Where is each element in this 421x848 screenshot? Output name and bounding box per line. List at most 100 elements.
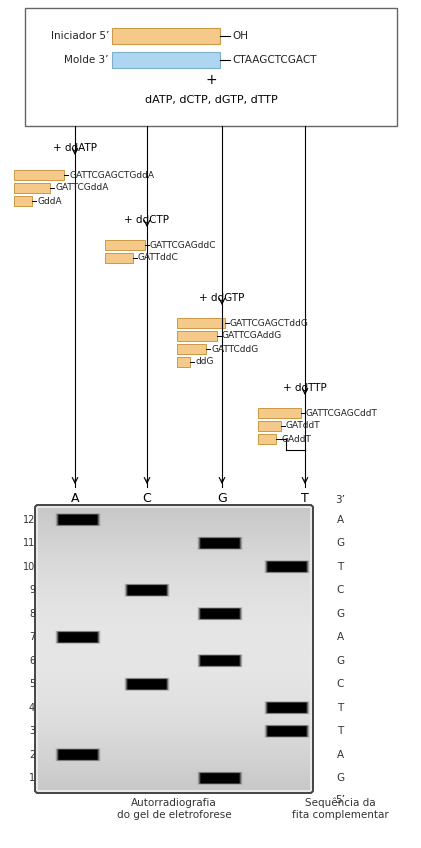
FancyBboxPatch shape (125, 583, 170, 597)
FancyBboxPatch shape (25, 8, 397, 126)
Bar (38, 780, 310, 781)
Bar (38, 687, 310, 688)
Bar (38, 596, 310, 597)
Bar (38, 656, 310, 657)
Bar (38, 640, 310, 641)
Bar (38, 525, 310, 526)
Bar (38, 547, 310, 548)
Text: GATTCGAGCTddG: GATTCGAGCTddG (230, 319, 309, 327)
FancyBboxPatch shape (112, 52, 220, 68)
Bar (38, 775, 310, 776)
FancyBboxPatch shape (59, 750, 98, 760)
Text: Sequência da: Sequência da (305, 798, 375, 808)
Bar (38, 597, 310, 598)
Bar (38, 695, 310, 696)
Bar (38, 661, 310, 662)
Text: A: A (71, 492, 79, 505)
Bar (38, 659, 310, 660)
Bar (38, 619, 310, 620)
Bar (38, 638, 310, 639)
Bar (38, 517, 310, 518)
Bar (38, 511, 310, 512)
FancyBboxPatch shape (56, 749, 99, 761)
Bar (38, 735, 310, 736)
Bar (38, 557, 310, 558)
Bar (38, 760, 310, 761)
Bar (38, 730, 310, 731)
Text: 4: 4 (29, 703, 35, 713)
Bar (38, 556, 310, 557)
FancyBboxPatch shape (177, 344, 206, 354)
Bar (38, 508, 310, 509)
Bar (38, 776, 310, 777)
Text: 10: 10 (23, 561, 35, 572)
Bar (38, 582, 310, 583)
Bar (38, 515, 310, 516)
Bar (38, 759, 310, 760)
Bar (38, 519, 310, 520)
Text: A: A (336, 750, 344, 760)
FancyBboxPatch shape (264, 725, 309, 738)
Bar (38, 523, 310, 524)
Bar (38, 703, 310, 704)
Bar (38, 712, 310, 713)
Bar (38, 518, 310, 519)
Bar (38, 570, 310, 571)
Bar (38, 602, 310, 603)
Bar (38, 664, 310, 665)
Bar (38, 590, 310, 591)
Bar (38, 753, 310, 754)
Bar (38, 743, 310, 744)
Text: do gel de eletroforese: do gel de eletroforese (117, 810, 231, 820)
Bar (38, 568, 310, 569)
Bar (38, 633, 310, 634)
Bar (38, 725, 310, 726)
Bar (38, 698, 310, 699)
Bar (38, 772, 310, 773)
Bar (38, 577, 310, 578)
FancyBboxPatch shape (58, 514, 99, 525)
Bar (38, 634, 310, 635)
Text: + ddGTP: + ddGTP (199, 293, 245, 303)
Bar (38, 561, 310, 562)
Text: OH: OH (232, 31, 248, 41)
Bar (38, 758, 310, 759)
Bar (38, 578, 310, 579)
Bar (38, 512, 310, 513)
Text: GATTCddG: GATTCddG (211, 344, 258, 354)
FancyBboxPatch shape (198, 655, 242, 667)
Bar (38, 785, 310, 786)
Bar (38, 521, 310, 522)
Bar (38, 613, 310, 614)
Bar (38, 763, 310, 764)
Bar (38, 696, 310, 697)
Bar (38, 747, 310, 748)
Bar (38, 782, 310, 783)
Bar (38, 757, 310, 758)
Bar (38, 663, 310, 664)
FancyBboxPatch shape (266, 561, 307, 572)
Bar (38, 600, 310, 601)
Bar (38, 666, 310, 667)
Bar (38, 660, 310, 661)
Bar (38, 516, 310, 517)
Bar (38, 700, 310, 701)
Bar (38, 618, 310, 619)
FancyBboxPatch shape (125, 678, 168, 690)
Bar (38, 668, 310, 669)
Bar (38, 624, 310, 625)
Bar (38, 632, 310, 633)
FancyBboxPatch shape (56, 631, 101, 644)
Bar (38, 732, 310, 733)
Bar (38, 721, 310, 722)
FancyBboxPatch shape (105, 240, 145, 250)
Bar (38, 559, 310, 560)
FancyBboxPatch shape (258, 434, 276, 444)
Text: G: G (336, 656, 344, 666)
Bar (38, 762, 310, 763)
Text: CTAAGCTCGACT: CTAAGCTCGACT (232, 55, 317, 65)
Bar (38, 673, 310, 674)
Text: 6: 6 (29, 656, 35, 666)
FancyBboxPatch shape (56, 514, 99, 526)
Text: Autorradiografia: Autorradiografia (131, 798, 217, 808)
